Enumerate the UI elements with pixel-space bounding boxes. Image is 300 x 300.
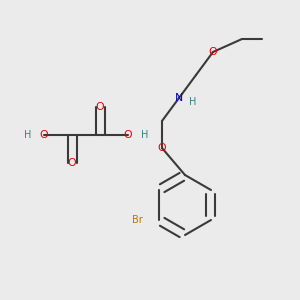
Text: O: O bbox=[68, 158, 76, 168]
Text: H: H bbox=[24, 130, 31, 140]
Text: O: O bbox=[158, 143, 166, 153]
Text: N: N bbox=[175, 93, 183, 103]
Text: H: H bbox=[141, 130, 148, 140]
Text: O: O bbox=[124, 130, 132, 140]
Text: O: O bbox=[209, 47, 217, 57]
Text: Br: Br bbox=[132, 215, 143, 225]
Text: H: H bbox=[189, 97, 197, 107]
Text: O: O bbox=[40, 130, 48, 140]
Text: O: O bbox=[96, 102, 104, 112]
